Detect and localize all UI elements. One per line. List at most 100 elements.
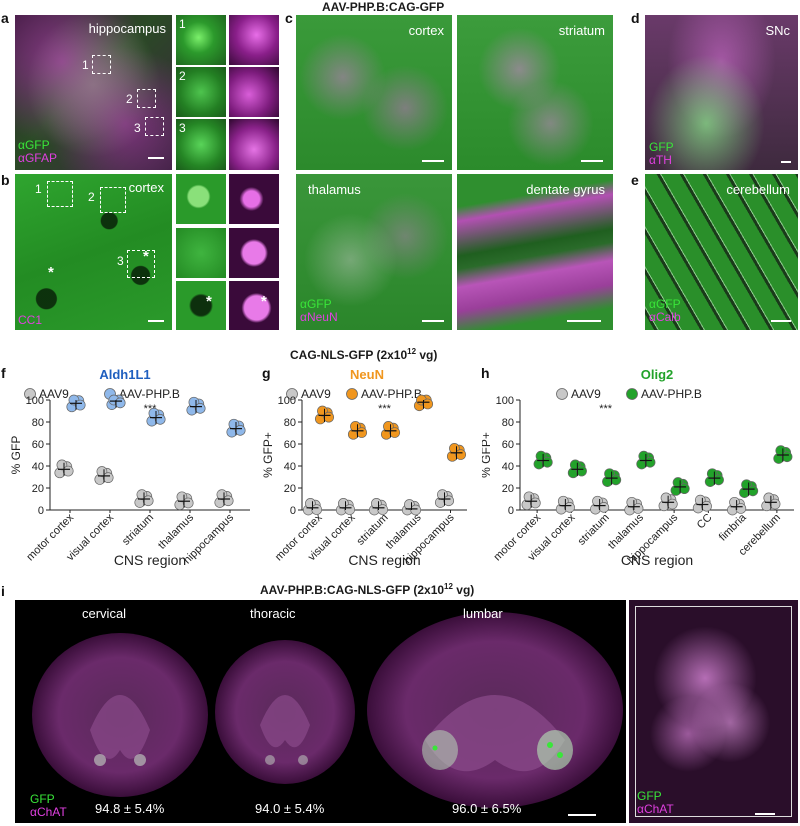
channel-gfp-label: αGFP xyxy=(300,297,332,311)
chart-title: NeuN xyxy=(350,367,384,382)
x-axis-label: CNS region xyxy=(621,552,693,568)
legend-label: AAV-PHP.B xyxy=(119,387,180,401)
y-tick-label: 40 xyxy=(502,461,514,473)
y-tick-label: 20 xyxy=(32,483,44,495)
y-tick-label: 60 xyxy=(32,439,44,451)
channel-gfp-label: GFP xyxy=(637,789,662,803)
y-axis-label: % GFP+ xyxy=(482,432,493,478)
cervical-label: cervical xyxy=(82,606,127,621)
data-point xyxy=(735,503,747,514)
inset-b2-magenta xyxy=(229,228,279,278)
box-3-label: 3 xyxy=(117,254,124,268)
spinal-cord-micrograph: cervical thoracic lumbar GFP αChAT 94.8 … xyxy=(15,600,626,823)
inset-b3-green: * xyxy=(176,281,226,330)
legend-marker xyxy=(286,388,298,400)
inset-a2-green: 2 xyxy=(176,67,226,117)
y-tick-label: 60 xyxy=(284,439,296,451)
panel-e-region-label: cerebellum xyxy=(726,182,790,197)
significance-marker: *** xyxy=(378,403,392,415)
inset-b1-magenta xyxy=(229,174,279,224)
scale-bar xyxy=(148,320,164,322)
channel-gfp-label: GFP xyxy=(30,792,55,806)
lumbar-label: lumbar xyxy=(463,606,503,621)
channel-gfp-label: αGFP xyxy=(18,138,50,152)
scale-bar xyxy=(755,813,775,815)
box-1 xyxy=(47,181,73,207)
box-3-label: 3 xyxy=(134,121,141,135)
data-point xyxy=(182,497,194,509)
y-axis-label: % GFP xyxy=(9,436,23,475)
inset-a2-magenta xyxy=(229,67,279,117)
y-tick-label: 80 xyxy=(284,417,296,429)
legend-label: AAV-PHP.B xyxy=(361,387,422,401)
panel-letter-i: i xyxy=(1,583,5,599)
asterisk-marker: * xyxy=(48,264,54,281)
channel-neun-label: αNeuN xyxy=(300,310,338,324)
micrograph-striatum-neun: striatum xyxy=(457,15,613,170)
panel-c-dentate-gyrus-label: dentate gyrus xyxy=(526,182,605,197)
panel-letter-d: d xyxy=(631,10,640,26)
data-point xyxy=(576,465,587,477)
panel-letter-b: b xyxy=(1,172,10,188)
data-point xyxy=(713,474,724,486)
y-tick-label: 40 xyxy=(32,461,44,473)
i-title-tail: vg) xyxy=(452,583,475,597)
inset-b2-green xyxy=(176,228,226,278)
scale-bar xyxy=(422,160,444,162)
cervical-percentage: 94.8 ± 5.4% xyxy=(95,801,165,816)
significance-marker: *** xyxy=(599,403,613,415)
y-tick-label: 100 xyxy=(26,395,44,407)
scale-bar xyxy=(581,160,603,162)
data-point xyxy=(455,449,467,460)
data-point xyxy=(377,504,389,515)
legend-marker xyxy=(346,388,358,400)
data-point xyxy=(632,503,644,514)
data-point xyxy=(222,495,234,507)
spinal-cord-sections xyxy=(32,612,623,808)
inset-a2-label: 2 xyxy=(179,69,186,83)
y-axis-label: % GFP+ xyxy=(262,432,275,478)
scale-bar xyxy=(422,320,444,322)
box-2 xyxy=(137,89,156,108)
data-point xyxy=(142,495,154,507)
chart-title: Olig2 xyxy=(641,367,674,382)
figure-title-aav: AAV-PHP.B:CAG-GFP xyxy=(322,0,445,14)
asterisk-marker: * xyxy=(143,248,149,265)
panel-d-region-label: SNc xyxy=(765,23,790,38)
panel-c-thalamus-label: thalamus xyxy=(308,182,361,197)
data-point xyxy=(769,498,781,510)
chart-title: Aldh1L1 xyxy=(99,367,150,382)
micrograph-cerebellum: cerebellum αGFP αCalb xyxy=(645,174,798,330)
asterisk-marker: * xyxy=(206,293,212,310)
data-point xyxy=(598,502,610,513)
legend-marker xyxy=(556,388,568,400)
significance-marker: *** xyxy=(144,403,158,415)
box-2 xyxy=(100,187,126,213)
inset-a3-magenta xyxy=(229,119,279,170)
i-title-main: AAV-PHP.B:CAG-NLS-GFP (2x10 xyxy=(260,583,445,597)
y-tick-label: 0 xyxy=(508,505,514,517)
data-point xyxy=(564,502,575,513)
channel-chat-label: αChAT xyxy=(637,802,674,816)
legend-label: AAV-PHP.B xyxy=(641,387,702,401)
micrograph-cortex-neun: cortex xyxy=(296,15,452,170)
data-point xyxy=(323,411,335,423)
panel-letter-c: c xyxy=(285,10,293,26)
figure-title-nls: CAG-NLS-GFP (2x1012 vg) xyxy=(290,347,437,362)
inset-a1-green: 1 xyxy=(176,15,226,65)
panel-letter-h: h xyxy=(481,365,490,381)
y-tick-label: 0 xyxy=(38,505,44,517)
y-tick-label: 60 xyxy=(502,439,514,451)
legend-label: AAV9 xyxy=(571,387,601,401)
panel-letter-f: f xyxy=(1,365,6,381)
inset-a1-magenta xyxy=(229,15,279,65)
panel-a-region-label: hippocampus xyxy=(88,21,166,36)
nls-title-tail: vg) xyxy=(416,348,438,362)
y-tick-label: 40 xyxy=(284,461,296,473)
legend-label: AAV9 xyxy=(39,387,69,401)
x-tick-label: thalamus xyxy=(156,511,196,551)
data-point xyxy=(529,497,541,509)
